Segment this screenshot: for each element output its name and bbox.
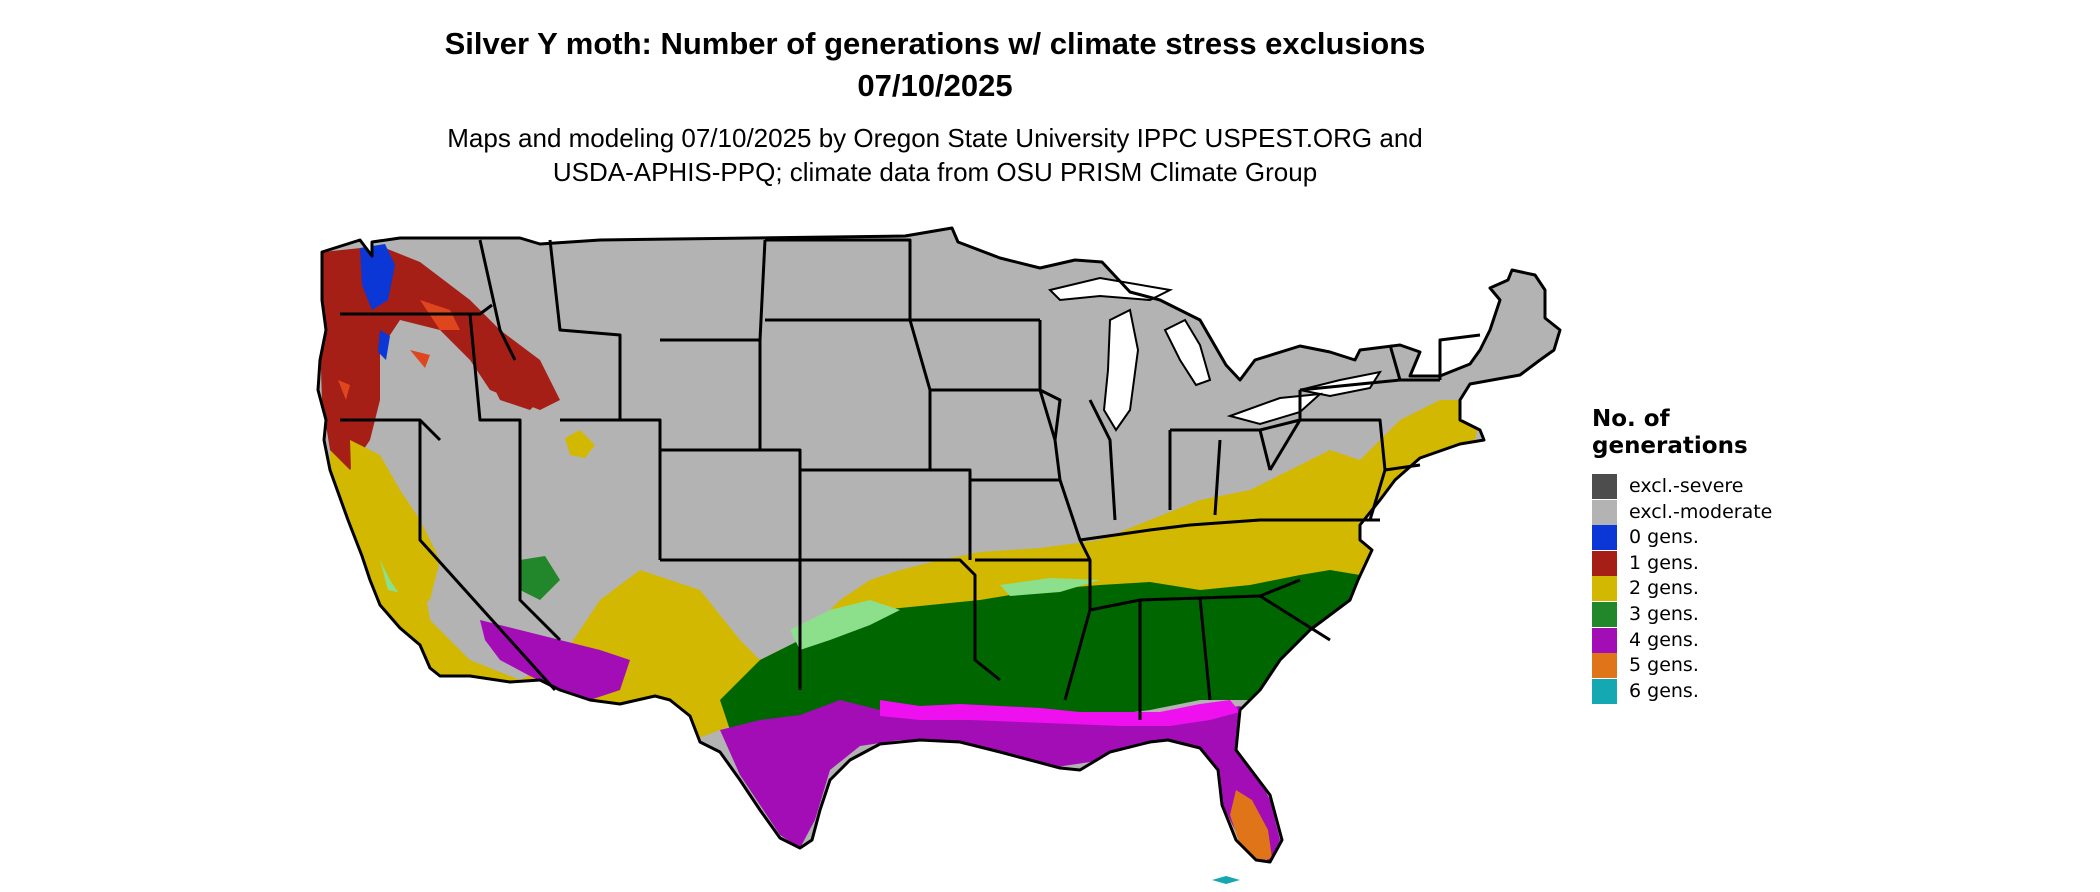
map-title: Silver Y moth: Number of generations w/ …	[444, 26, 1426, 61]
zone-2-gens-nevada	[565, 430, 595, 458]
legend-swatch	[1592, 602, 1617, 627]
zone-2-gens-california	[350, 440, 440, 610]
legend: No. of generations excl.-severe excl.-mod…	[1592, 406, 1812, 704]
zone-4-gens-southwest	[480, 620, 630, 700]
legend-swatch	[1592, 474, 1617, 499]
legend-label: 6 gens.	[1629, 679, 1699, 702]
legend-label: 5 gens.	[1629, 654, 1699, 677]
state-borders	[316, 226, 1562, 864]
zone-6-gens	[1212, 876, 1240, 884]
subtitle-line-2: USDA-APHIS-PPQ; climate data from OSU PR…	[552, 157, 1318, 187]
legend-title: No. of generations	[1592, 406, 1748, 459]
zone-4-gens	[720, 700, 1280, 862]
excl-moderate-region	[318, 228, 1560, 862]
legend-swatch	[1592, 678, 1617, 704]
zone-red-orange	[338, 300, 460, 400]
legend-label: 2 gens.	[1629, 577, 1699, 600]
legend-label: 1 gens.	[1629, 551, 1699, 574]
legend-label: 0 gens.	[1629, 526, 1699, 549]
legend-label: excl.-severe	[1629, 475, 1744, 497]
zone-3-gens-az	[520, 556, 560, 600]
zone-magenta	[880, 700, 1240, 726]
zone-1-gens-idaho	[480, 360, 545, 410]
great-lakes	[1048, 276, 1383, 432]
zone-0-gens	[360, 244, 395, 360]
legend-swatch	[1592, 627, 1617, 653]
legend-label: excl.-moderate	[1629, 500, 1773, 523]
legend-label: 3 gens.	[1629, 603, 1699, 625]
legend-label: 4 gens.	[1629, 628, 1699, 651]
legend-swatch	[1592, 576, 1617, 602]
legend-swatch	[1592, 525, 1617, 551]
map-date: 07/10/2025	[857, 68, 1013, 103]
subtitle-line-1: Maps and modeling 07/10/2025 by Oregon S…	[447, 123, 1423, 153]
legend-swatch	[1592, 653, 1617, 679]
legend-swatch	[1592, 550, 1617, 576]
legend-swatch	[1592, 499, 1617, 525]
